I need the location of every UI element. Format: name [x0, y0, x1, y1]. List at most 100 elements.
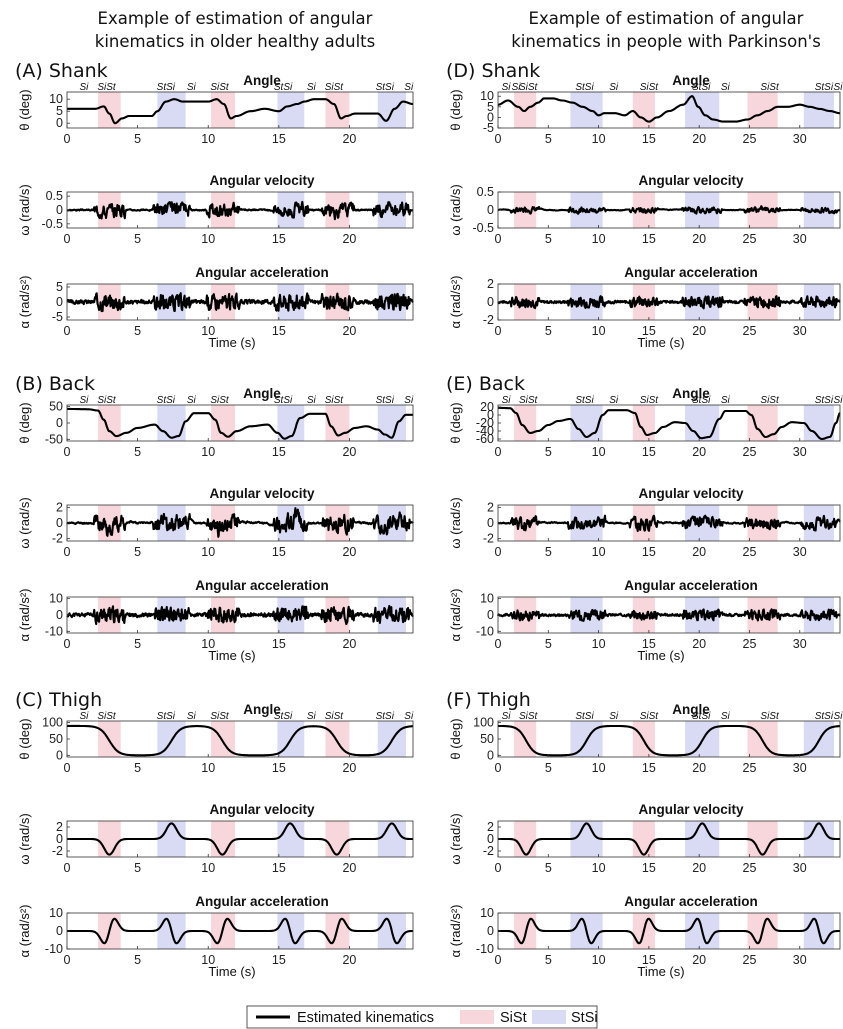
sist-band [514, 821, 537, 857]
x-tick-label: 20 [692, 637, 706, 651]
phase-label: StSi [157, 395, 176, 406]
sist-band [632, 405, 655, 441]
x-tick-label: 5 [545, 637, 552, 651]
sist-band [98, 92, 121, 128]
y-tick-label: 5 [56, 280, 63, 294]
right-column-title-line1: Example of estimation of angular [529, 9, 804, 28]
legend-stsi-label: StSi [571, 1010, 598, 1026]
x-tick-label: 20 [342, 445, 356, 459]
stsi-band [570, 92, 603, 128]
y-tick-label: 100 [473, 716, 494, 730]
stsi-band [377, 405, 406, 441]
phase-label: StSi [575, 711, 594, 722]
x-tick-label: 15 [642, 861, 656, 875]
x-tick-label: 25 [743, 637, 757, 651]
y-axis-label: α (rad/s²) [17, 275, 32, 328]
x-tick-label: 20 [342, 324, 356, 338]
x-tick-label: 5 [545, 953, 552, 967]
stsi-band [157, 92, 186, 128]
x-tick-label: 20 [342, 132, 356, 146]
phase-label: StSi [692, 82, 711, 93]
x-tick-label: 10 [201, 324, 215, 338]
sist-band [98, 405, 121, 441]
y-tick-label: -5 [483, 121, 494, 135]
subplot-title: Angular acceleration [624, 894, 758, 909]
phase-label: Si [307, 711, 317, 722]
x-tick-label: 5 [134, 132, 141, 146]
phase-label: Si [502, 395, 512, 406]
y-tick-label: -10 [476, 942, 494, 956]
stsi-band [803, 405, 834, 441]
axes-frame [497, 720, 841, 758]
series-line [66, 724, 414, 757]
phase-label: Si [609, 395, 619, 406]
x-tick-label: 5 [545, 232, 552, 246]
stsi-band [685, 405, 720, 441]
y-axis-label: α (rad/s²) [448, 588, 463, 641]
phase-label: StSi [376, 395, 395, 406]
phase-label: SiSt [325, 711, 345, 722]
x-tick-label: 0 [495, 232, 502, 246]
y-tick-label: 0.5 [46, 189, 63, 203]
legend-stsi-swatch [532, 1010, 566, 1024]
subplot-title: Angular acceleration [195, 894, 329, 909]
x-tick-label: 20 [692, 861, 706, 875]
series-line [497, 205, 841, 215]
y-tick-label: 0.5 [477, 185, 494, 199]
x-tick-label: 25 [743, 861, 757, 875]
subplot-title: Angle [243, 73, 281, 88]
phase-label: SiSt [97, 711, 117, 722]
phase-label: SiSt [210, 711, 230, 722]
x-axis-label: Time (s) [637, 648, 684, 663]
y-axis-label: ω (rad/s) [17, 497, 32, 548]
y-tick-label: 0 [487, 203, 494, 217]
x-tick-label: 0 [495, 861, 502, 875]
x-tick-label: 10 [592, 761, 606, 775]
y-tick-label: 0 [56, 116, 63, 130]
x-tick-label: 10 [201, 132, 215, 146]
x-tick-label: 0 [64, 232, 71, 246]
x-axis-label: Time (s) [208, 964, 255, 979]
x-tick-label: 30 [793, 637, 807, 651]
x-tick-label: 15 [642, 132, 656, 146]
y-tick-label: -2 [483, 844, 494, 858]
x-tick-label: 15 [272, 637, 286, 651]
stsi-band [803, 505, 834, 541]
left-column-title-line1: Example of estimation of angular [98, 9, 373, 28]
x-tick-label: 25 [743, 324, 757, 338]
y-tick-label: 0 [56, 832, 63, 846]
subplot-title: Angular velocity [638, 802, 744, 817]
panel-label: (F) Thigh [446, 689, 531, 711]
phase-label: StSi [575, 82, 594, 93]
x-tick-label: 20 [342, 761, 356, 775]
panel-label: (D) Shank [446, 60, 540, 82]
subplot-title: Angle [243, 702, 281, 717]
left-column-title-line2: kinematics in older healthy adults [95, 32, 375, 51]
phase-label: Si [187, 711, 197, 722]
x-tick-label: 15 [272, 445, 286, 459]
phase-label: SiSt [325, 82, 345, 93]
phase-label: StSi [274, 395, 293, 406]
phase-label: StSi [157, 82, 176, 93]
y-tick-label: 2 [487, 500, 494, 514]
phase-label: SiSt [210, 395, 230, 406]
subplot-title: Angular acceleration [195, 265, 329, 280]
x-tick-label: 5 [545, 545, 552, 559]
phase-label: Si [187, 395, 197, 406]
x-tick-label: 15 [272, 232, 286, 246]
y-axis-label: α (rad/s²) [448, 275, 463, 328]
x-tick-label: 15 [642, 545, 656, 559]
phase-label: SiSt [519, 395, 539, 406]
x-tick-label: 30 [793, 132, 807, 146]
x-tick-label: 30 [793, 232, 807, 246]
phase-label: StSi [692, 711, 711, 722]
y-axis-label: ω (rad/s) [448, 497, 463, 548]
phase-label: StSi [157, 711, 176, 722]
x-tick-label: 5 [545, 761, 552, 775]
series-line [497, 295, 841, 310]
x-tick-label: 15 [272, 132, 286, 146]
phase-label: Si [721, 82, 731, 93]
